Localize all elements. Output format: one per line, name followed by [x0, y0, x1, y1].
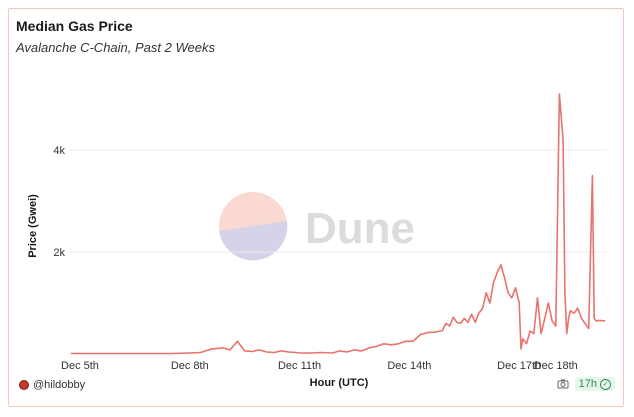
camera-icon[interactable]	[557, 378, 569, 390]
watermark-text: Dune	[305, 204, 415, 253]
dune-watermark: Dune	[219, 192, 415, 261]
refresh-age: 17h	[578, 378, 597, 390]
dune-logo-shade	[219, 221, 288, 261]
x-tick-label: Dec 18th	[534, 360, 578, 372]
chart-card: Median Gas Price Avalanche C-Chain, Past…	[8, 8, 624, 407]
avatar	[19, 380, 29, 390]
footer-status: 17h ✓	[557, 377, 615, 391]
author-attribution[interactable]: @hildobby	[19, 379, 85, 391]
chart-subtitle: Avalanche C-Chain, Past 2 Weeks	[16, 40, 215, 55]
x-tick-label: Dec 8th	[171, 360, 209, 372]
x-tick-label: Dec 11th	[278, 360, 321, 372]
x-axis-label: Hour (UTC)	[310, 377, 369, 389]
x-tick-label: Dec 5th	[61, 360, 99, 372]
y-axis-label: Price (Gwei)	[27, 194, 39, 258]
check-circle-icon: ✓	[600, 378, 611, 390]
y-tick-label: 2k	[53, 247, 65, 259]
x-tick-label: Dec 17th	[497, 360, 541, 372]
y-tick-label: 4k	[53, 145, 65, 157]
chart-title: Median Gas Price	[16, 18, 133, 34]
author-handle: @hildobby	[33, 379, 86, 391]
series-line-median-gas-price	[70, 93, 606, 355]
line-chart: Dune 2k 4k Dec 5th Dec 8th Dec 11th Dec 14th…	[27, 93, 607, 389]
x-tick-label: Dec 14th	[387, 360, 431, 372]
refresh-age-badge[interactable]: 17h ✓	[574, 377, 615, 391]
